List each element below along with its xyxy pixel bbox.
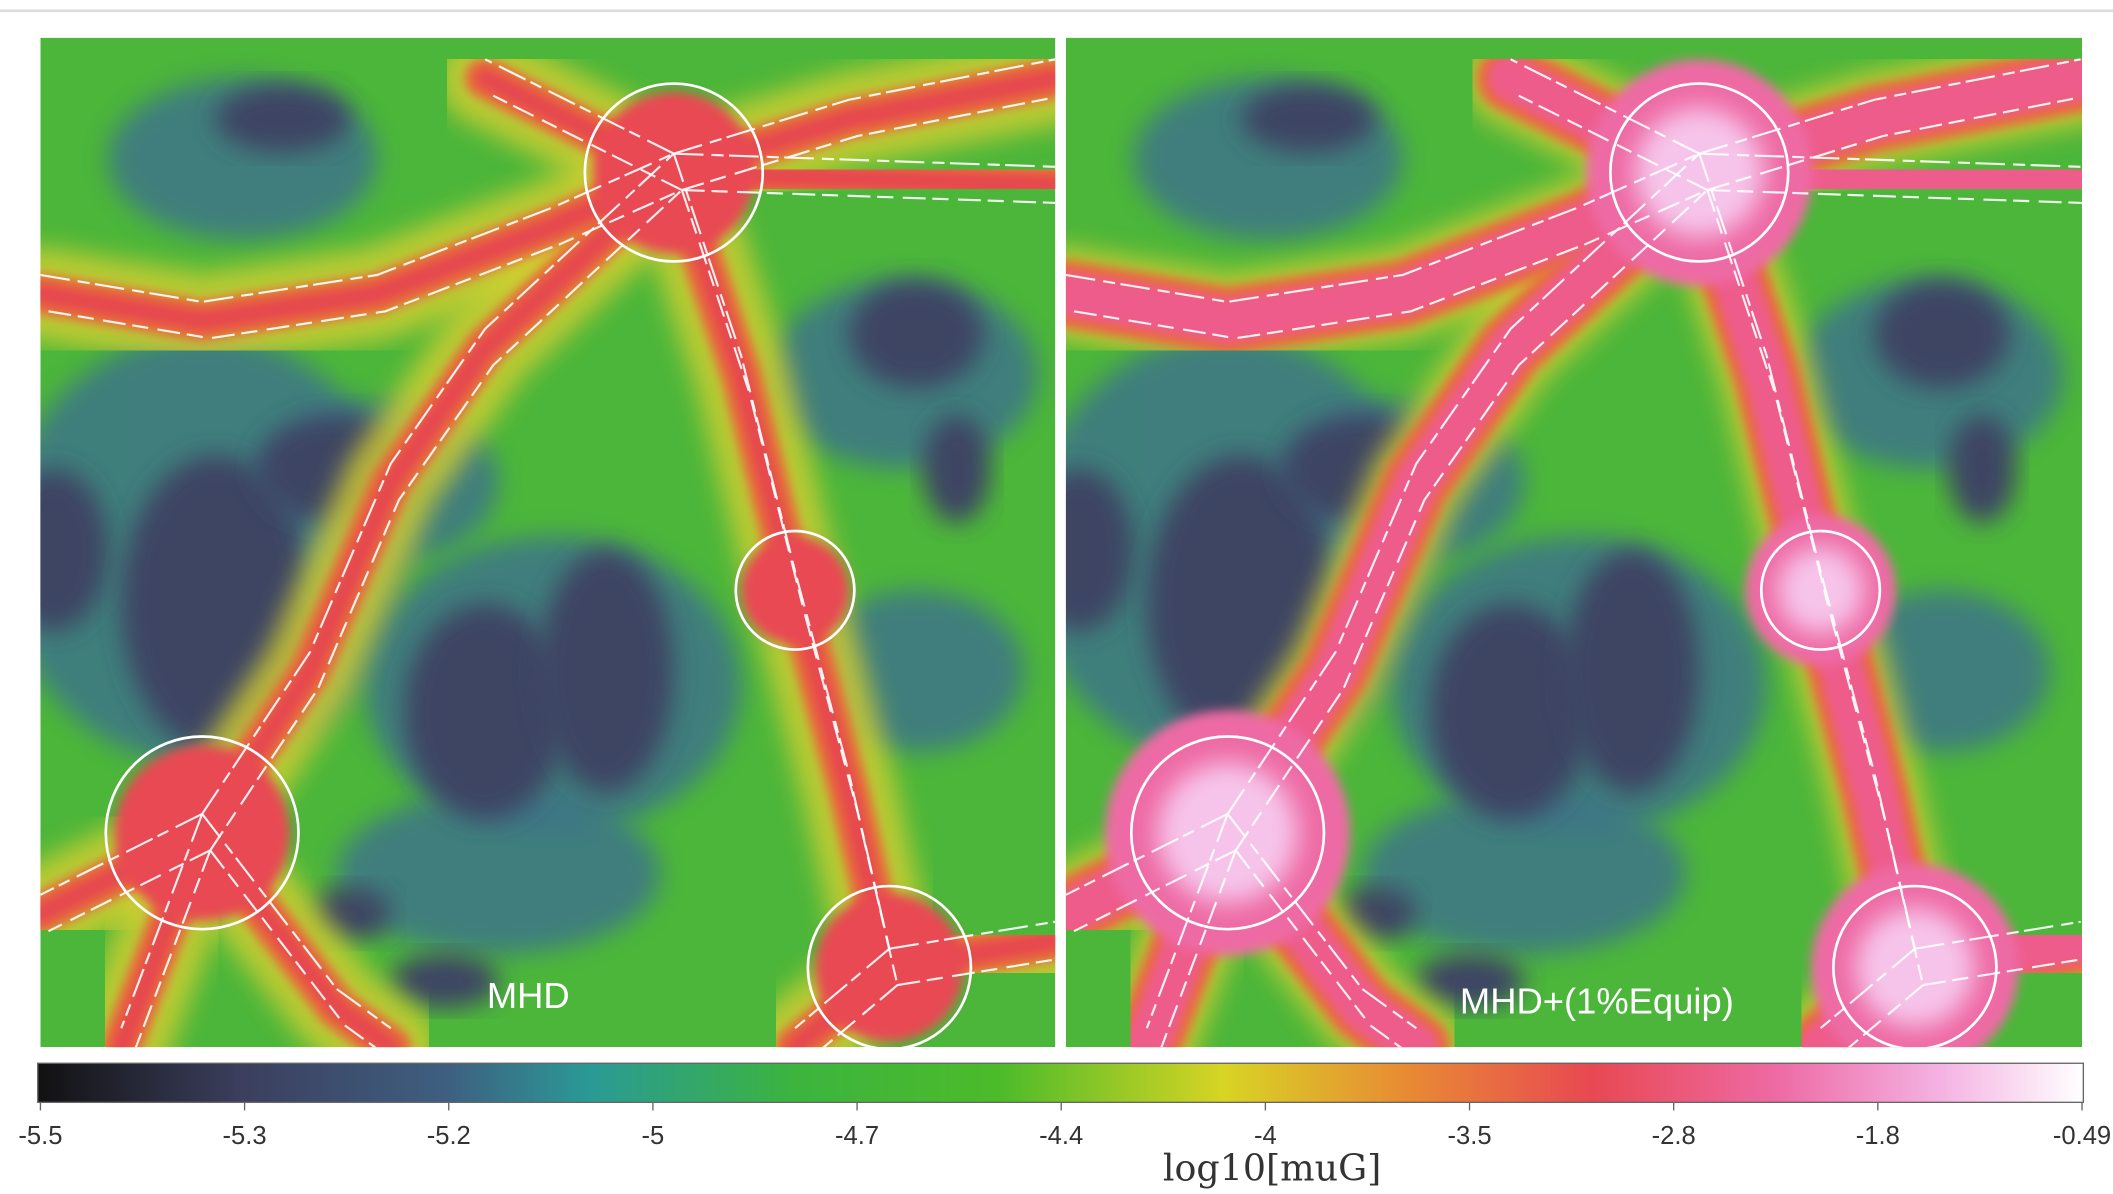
field-region [1565, 550, 1700, 793]
colorbar-tick-label: -5.3 [223, 1122, 267, 1150]
field-region [1949, 415, 2016, 523]
halo [815, 893, 963, 1041]
colorbar-tick-label: -5.2 [427, 1122, 471, 1150]
colorbar-tick-label: -4.4 [1039, 1122, 1083, 1150]
halo [593, 92, 755, 254]
colorbar-tick-label: -0.49 [2053, 1122, 2111, 1150]
colorbar-tick-label: -5.5 [18, 1122, 62, 1150]
map-panel [0, 38, 1073, 1065]
colorbar-tick-label: -3.5 [1447, 1122, 1491, 1150]
colorbar-tick-label: -1.8 [1856, 1122, 1900, 1150]
colorbar [38, 1063, 2084, 1102]
colorbar-label: log10[muG] [1163, 1147, 1381, 1190]
colorbar-tick-label: -5 [642, 1122, 665, 1150]
halo-core [1777, 547, 1863, 633]
field-region [849, 280, 984, 388]
panel-label: MHD [487, 975, 570, 1016]
page: MHD MHD+(1%Equip) -5.5 -5.3 -5.2 -5 -4.7 -4.4… [0, 0, 2113, 1194]
field-region [391, 954, 499, 1008]
panel-label: MHD+(1%Equip) [1460, 980, 1734, 1021]
field-region [1874, 280, 2009, 388]
colorbar-tick-label: -2.8 [1652, 1122, 1696, 1150]
colorbar-tick-label: -4.7 [835, 1122, 879, 1150]
field-region [216, 85, 351, 152]
colorbar-ticks: -5.5-5.3-5.2-5-4.7-4.4-4-3.5-2.8-1.8-0.4… [18, 1102, 2111, 1150]
halo-core [1158, 763, 1298, 903]
field-region [539, 550, 674, 793]
field-region [404, 604, 566, 820]
map-panel [1026, 38, 2099, 1072]
halo-core [1856, 908, 1975, 1027]
field-region [1430, 604, 1592, 820]
field-region [923, 415, 990, 523]
field-region [0, 469, 108, 631]
figure: MHD MHD+(1%Equip) -5.5 -5.3 -5.2 -5 -4.7 -4.4… [0, 0, 2113, 1194]
halo-core [1635, 108, 1764, 237]
halo [741, 536, 849, 644]
field-region [1241, 85, 1376, 152]
